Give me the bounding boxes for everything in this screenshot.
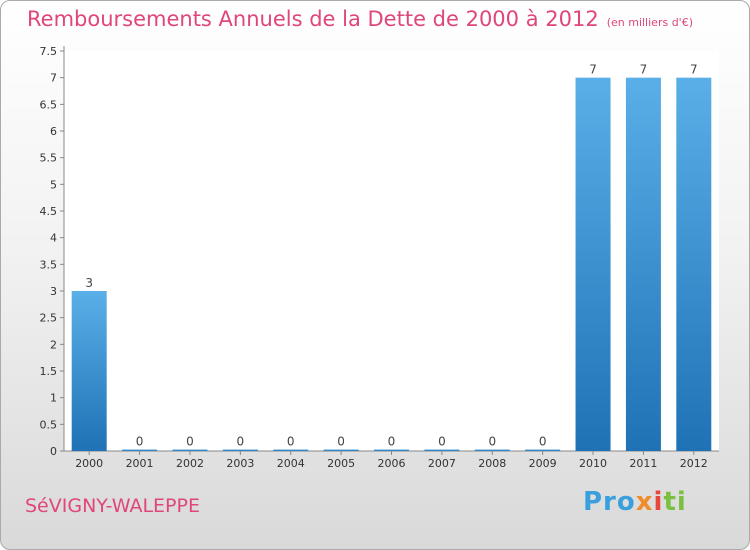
x-tick-label: 2006 [378, 457, 406, 470]
y-tick-label: 5.5 [40, 152, 58, 165]
y-tick-label: 4 [50, 232, 57, 245]
bar [71, 291, 107, 451]
data-label: 0 [237, 435, 245, 449]
y-tick-label: 7.5 [40, 45, 58, 58]
y-tick-label: 6.5 [40, 98, 58, 111]
data-label: 0 [388, 435, 396, 449]
chart-title: Remboursements Annuels de la Dette de 20… [27, 7, 693, 31]
bar [122, 449, 158, 451]
data-label: 0 [186, 435, 194, 449]
x-tick-label: 2012 [680, 457, 708, 470]
data-label: 3 [85, 276, 93, 290]
x-tick-label: 2003 [226, 457, 254, 470]
commune-name: SéVIGNY-WALEPPE [25, 495, 200, 517]
x-tick-label: 2001 [126, 457, 154, 470]
bar [374, 449, 409, 451]
y-tick-label: 1.5 [40, 365, 58, 378]
data-label: 0 [287, 435, 295, 449]
data-label: 0 [337, 435, 345, 449]
x-tick-label: 2009 [529, 457, 557, 470]
y-tick-label: 2.5 [40, 312, 58, 325]
x-tick-label: 2002 [176, 457, 204, 470]
x-tick-label: 2005 [327, 457, 355, 470]
y-tick-label: 6 [50, 125, 57, 138]
bar [625, 77, 661, 452]
bar [323, 449, 359, 451]
bar [575, 77, 611, 452]
data-label: 0 [539, 435, 547, 449]
x-tick-label: 2011 [629, 457, 657, 470]
x-tick-label: 2007 [428, 457, 456, 470]
proxiti-logo: Proxiti [583, 487, 687, 517]
y-tick-label: 3 [50, 285, 57, 298]
bar [424, 449, 460, 451]
y-tick-label: 4.5 [40, 205, 58, 218]
bar [172, 449, 208, 451]
y-tick-label: 0 [50, 445, 57, 458]
x-tick-label: 2004 [277, 457, 305, 470]
title-unit: (en milliers d'€) [606, 16, 693, 29]
y-tick-label: 0.5 [40, 418, 58, 431]
y-tick-label: 2 [50, 338, 57, 351]
x-tick-label: 2000 [75, 457, 103, 470]
x-tick-label: 2008 [478, 457, 506, 470]
data-label: 7 [640, 63, 648, 77]
y-tick-label: 7 [50, 72, 57, 85]
bar [525, 449, 561, 451]
data-label: 0 [136, 435, 144, 449]
title-text: Remboursements Annuels de la Dette de 20… [27, 7, 599, 31]
bar [273, 449, 309, 451]
y-tick-label: 1 [50, 392, 57, 405]
plot-area [64, 51, 719, 451]
data-label: 7 [690, 63, 698, 77]
y-tick-label: 5 [50, 178, 57, 191]
data-label: 0 [488, 435, 496, 449]
bar [474, 449, 510, 451]
bar [222, 449, 258, 451]
y-tick-label: 3.5 [40, 258, 58, 271]
x-tick-label: 2010 [579, 457, 607, 470]
data-label: 0 [438, 435, 446, 449]
bar [676, 77, 712, 452]
data-label: 7 [589, 63, 597, 77]
